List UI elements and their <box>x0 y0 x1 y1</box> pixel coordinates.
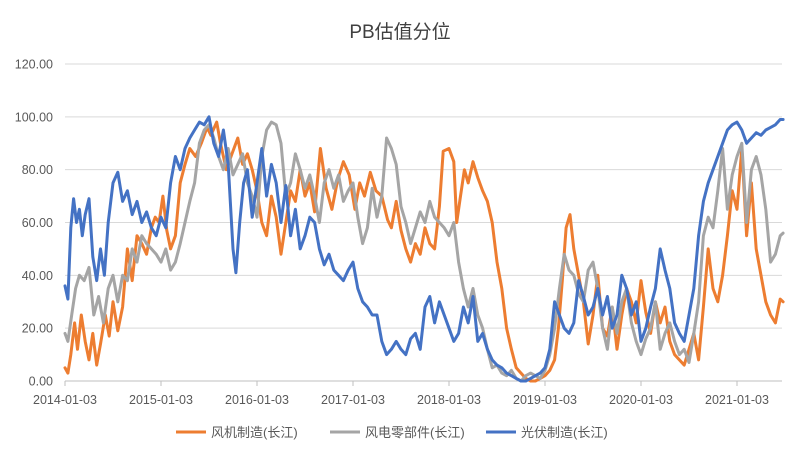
x-tick-label: 2021-01-03 <box>705 393 769 407</box>
legend-label: 光伏制造(长江) <box>521 425 608 440</box>
x-tick-label: 2020-01-03 <box>609 393 673 407</box>
y-tick-label: 120.00 <box>15 58 53 72</box>
x-tick-label: 2016-01-03 <box>225 393 289 407</box>
x-tick-label: 2015-01-03 <box>129 393 193 407</box>
y-axis-tick-labels: 0.00 20.00 40.00 60.00 80.00 100.00 120.00 <box>15 58 53 389</box>
y-tick-label: 80.00 <box>22 163 53 177</box>
grid-lines <box>65 63 782 329</box>
series-line-wind-turbine <box>63 120 785 383</box>
y-tick-label: 100.00 <box>15 110 53 124</box>
y-tick-label: 40.00 <box>22 269 53 283</box>
legend-label: 风电零部件(长江) <box>365 425 465 440</box>
legend: 风机制造(长江) 风电零部件(长江) 光伏制造(长江) <box>176 425 608 440</box>
x-tick-label: 2014-01-03 <box>33 393 97 407</box>
y-tick-label: 60.00 <box>22 216 53 230</box>
chart-title: PB估值分位 <box>349 21 450 43</box>
x-axis: 2014-01-03 2015-01-03 2016-01-03 2017-01-03… <box>33 380 782 407</box>
series-lines <box>63 115 785 383</box>
series-line-wind-components <box>63 120 785 383</box>
legend-label: 风机制造(长江) <box>211 425 298 440</box>
y-tick-label: 0.00 <box>29 375 53 389</box>
x-tick-label: 2019-01-03 <box>513 393 577 407</box>
x-tick-label: 2018-01-03 <box>417 393 481 407</box>
y-tick-label: 20.00 <box>22 322 53 336</box>
series-line-pv-manufacturing <box>63 115 785 383</box>
x-tick-label: 2017-01-03 <box>321 393 385 407</box>
